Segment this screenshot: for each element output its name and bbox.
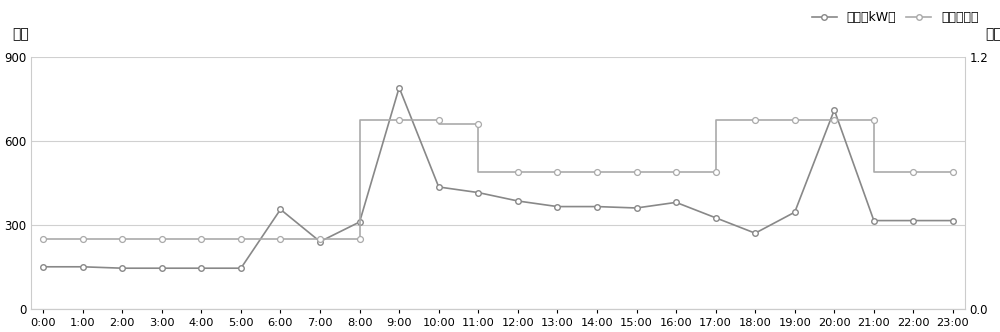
Point xyxy=(905,170,921,175)
Point xyxy=(945,170,961,175)
Point xyxy=(629,170,645,175)
Text: 电价: 电价 xyxy=(985,28,1000,42)
Point xyxy=(154,237,170,242)
Point xyxy=(35,237,51,242)
电价（元） xyxy=(433,118,445,122)
Point xyxy=(233,237,249,242)
Point xyxy=(708,170,724,175)
Point xyxy=(866,117,882,123)
负荷（kW） xyxy=(828,108,840,112)
电价（元） xyxy=(472,122,484,126)
Point xyxy=(312,237,328,242)
Point xyxy=(826,117,842,123)
Point xyxy=(391,117,407,123)
负荷（kW） xyxy=(907,218,919,222)
Point xyxy=(747,117,763,123)
负荷（kW） xyxy=(433,185,445,189)
负荷（kW） xyxy=(472,191,484,195)
负荷（kW） xyxy=(710,216,722,220)
Legend: 负荷（kW）, 电价（元）: 负荷（kW）, 电价（元） xyxy=(807,6,984,29)
电价（元） xyxy=(433,118,445,122)
电价（元） xyxy=(868,118,880,122)
Point xyxy=(510,170,526,175)
负荷（kW） xyxy=(551,205,563,208)
Point xyxy=(589,170,605,175)
电价（元） xyxy=(472,170,484,174)
负荷（kW） xyxy=(116,266,128,270)
Point xyxy=(193,237,209,242)
电价（元） xyxy=(354,118,366,122)
电价（元） xyxy=(868,170,880,174)
电价（元） xyxy=(868,118,880,122)
负荷（kW） xyxy=(670,201,682,205)
负荷（kW） xyxy=(631,206,643,210)
负荷（kW） xyxy=(77,265,89,269)
Point xyxy=(352,237,368,242)
Point xyxy=(431,117,447,123)
负荷（kW） xyxy=(195,266,207,270)
电价（元） xyxy=(37,237,49,241)
负荷（kW） xyxy=(314,240,326,244)
电价（元） xyxy=(710,170,722,174)
Point xyxy=(272,237,288,242)
Point xyxy=(787,117,803,123)
Text: 负荷: 负荷 xyxy=(13,28,29,42)
Line: 电价（元）: 电价（元） xyxy=(43,120,953,239)
负荷（kW） xyxy=(749,231,761,235)
电价（元） xyxy=(472,122,484,126)
负荷（kW） xyxy=(393,86,405,90)
电价（元） xyxy=(710,170,722,174)
Point xyxy=(470,121,486,126)
负荷（kW） xyxy=(235,266,247,270)
负荷（kW） xyxy=(37,265,49,269)
电价（元） xyxy=(354,237,366,241)
负荷（kW） xyxy=(868,218,880,222)
负荷（kW） xyxy=(274,208,286,211)
负荷（kW） xyxy=(591,205,603,208)
负荷（kW） xyxy=(354,220,366,224)
电价（元） xyxy=(710,118,722,122)
Point xyxy=(75,237,91,242)
负荷（kW） xyxy=(156,266,168,270)
Line: 负荷（kW）: 负荷（kW） xyxy=(40,85,956,271)
电价（元） xyxy=(947,170,959,174)
Point xyxy=(549,170,565,175)
负荷（kW） xyxy=(947,218,959,222)
负荷（kW） xyxy=(789,210,801,214)
电价（元） xyxy=(433,122,445,126)
Point xyxy=(114,237,130,242)
电价（元） xyxy=(354,237,366,241)
Point xyxy=(668,170,684,175)
负荷（kW） xyxy=(512,199,524,203)
